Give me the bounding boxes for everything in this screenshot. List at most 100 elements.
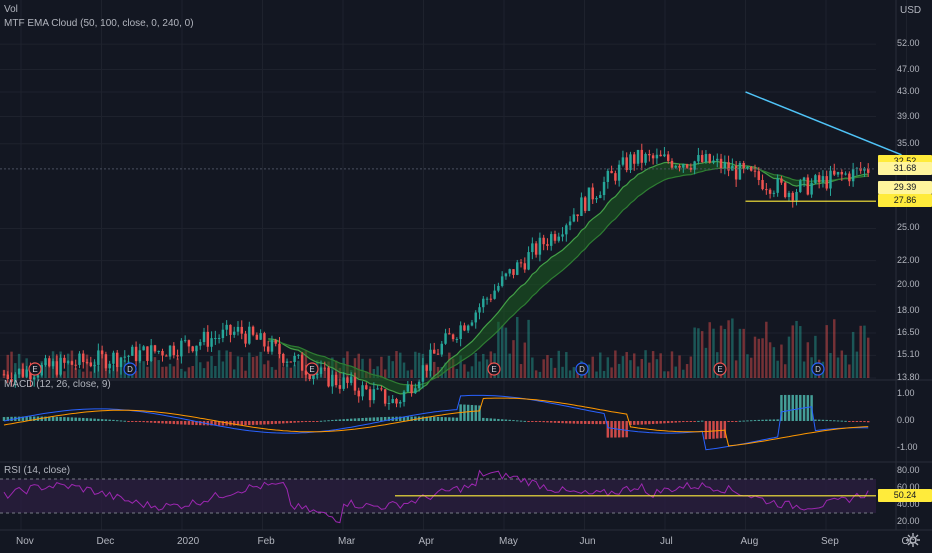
- candle-body: [542, 237, 545, 245]
- macd-histogram-bar: [765, 419, 768, 421]
- candle-body: [183, 340, 187, 342]
- volume-bar: [731, 318, 734, 378]
- macd-histogram-bar: [746, 420, 749, 422]
- volume-bar: [549, 358, 553, 378]
- macd-histogram-bar: [489, 418, 493, 421]
- volume-bar: [712, 328, 715, 378]
- macd-histogram-bar: [606, 421, 610, 438]
- candle-body: [780, 178, 783, 183]
- volume-bar: [848, 364, 851, 378]
- candle-body: [516, 262, 519, 275]
- macd-tick: 1.00: [897, 388, 915, 398]
- candle-body: [312, 374, 315, 379]
- macd-histogram-bar: [380, 417, 383, 421]
- macd-histogram-bar: [500, 419, 504, 421]
- candle-body: [21, 368, 25, 377]
- macd-histogram-bar: [134, 421, 138, 422]
- volume-bar: [232, 369, 236, 378]
- event-marker-label: E: [309, 365, 314, 374]
- candle-body: [549, 234, 553, 246]
- macd-histogram-bar: [444, 417, 447, 421]
- event-marker-circle: [305, 362, 319, 376]
- candle-body: [244, 333, 247, 344]
- volume-bar: [466, 371, 470, 378]
- candle-body: [2, 374, 6, 376]
- macd-histogram-bar: [97, 418, 100, 421]
- macd-histogram-bar: [127, 421, 130, 422]
- gear-icon[interactable]: [905, 532, 921, 548]
- volume-bar: [727, 320, 730, 378]
- macd-tick: -1.00: [897, 442, 918, 452]
- macd-histogram-bar: [697, 420, 700, 422]
- candle-body: [395, 399, 398, 404]
- candle-body: [746, 166, 749, 169]
- candle-body: [757, 171, 761, 181]
- volume-bar: [138, 355, 142, 378]
- macd-histogram-bar: [451, 417, 455, 421]
- price-tick: 35.00: [897, 137, 920, 148]
- volume-bar: [451, 358, 455, 378]
- volume-bar: [410, 369, 413, 378]
- candle-body: [6, 374, 10, 379]
- candle-body: [25, 369, 28, 377]
- candle-body: [485, 298, 489, 300]
- volume-bar: [836, 357, 840, 378]
- candle-body: [470, 322, 474, 326]
- macd-histogram-bar: [727, 421, 730, 422]
- candle-body: [323, 367, 327, 369]
- volume-bar: [263, 364, 266, 378]
- macd-histogram-bar: [206, 421, 210, 426]
- volume-bar: [636, 366, 640, 378]
- volume-bar: [259, 351, 262, 378]
- candle-body: [255, 334, 259, 340]
- volume-bar: [395, 351, 398, 378]
- volume-bar: [406, 370, 410, 378]
- macd-histogram-bar: [293, 421, 296, 423]
- volume-bar: [557, 350, 560, 378]
- candle-body: [810, 183, 813, 195]
- candle-body: [93, 364, 96, 367]
- volume-bar: [527, 319, 530, 378]
- volume-bar: [63, 371, 66, 378]
- candle-body: [399, 401, 402, 404]
- macd-histogram-bar: [108, 419, 111, 421]
- candle-body: [621, 157, 625, 165]
- candle-body: [602, 181, 606, 196]
- macd-histogram-bar: [723, 421, 727, 438]
- volume-bar: [561, 366, 564, 378]
- volume-bar: [791, 325, 794, 378]
- macd-histogram-bar: [610, 421, 613, 438]
- volume-bar: [248, 352, 251, 378]
- volume-bar: [470, 366, 474, 378]
- macd-histogram-bar: [474, 405, 477, 421]
- volume-bar: [572, 367, 576, 378]
- macd-histogram-bar: [308, 421, 311, 422]
- macd-histogram-bar: [421, 416, 425, 421]
- macd-histogram-bar: [285, 421, 289, 424]
- candle-body: [682, 164, 685, 168]
- rsi-line: [3, 469, 869, 524]
- candle-body: [248, 326, 251, 344]
- candle-body: [587, 187, 591, 211]
- time-tick: Aug: [740, 536, 759, 547]
- candle-body: [187, 340, 191, 347]
- price-tick: 39.00: [897, 110, 920, 121]
- macd-histogram-bar: [700, 420, 704, 422]
- candle-body: [750, 166, 753, 171]
- candle-body: [165, 355, 168, 357]
- price-tick: 18.00: [897, 305, 920, 316]
- candle-body: [338, 385, 342, 389]
- macd-histogram-bar: [399, 416, 402, 421]
- candle-body: [387, 402, 391, 404]
- volume-bar: [357, 353, 360, 378]
- candle-body: [36, 375, 40, 378]
- ema-slow-line: [268, 167, 869, 387]
- macd-histogram-bar: [738, 420, 742, 422]
- macd-histogram-bar: [538, 421, 542, 422]
- candle-body: [376, 388, 379, 390]
- macd-histogram-bar: [387, 416, 391, 421]
- macd-histogram-bar: [512, 420, 515, 422]
- volume-bar: [787, 336, 791, 378]
- candle-body: [599, 195, 602, 198]
